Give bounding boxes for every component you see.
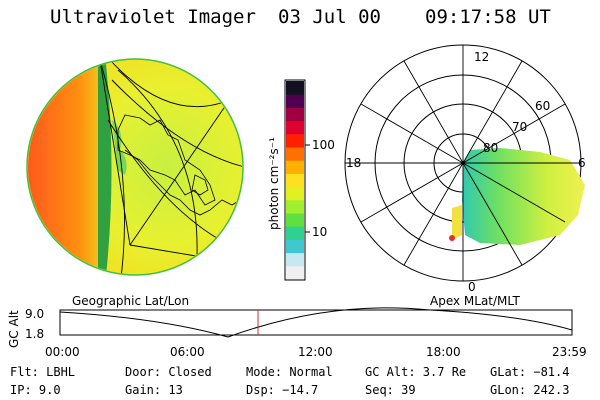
colorbar-cell [286,186,304,201]
left-title: Geographic Lat/Lon [72,294,189,308]
info-ip: IP: 9.0 [10,383,61,397]
info-glat: GLat: −81.4 [490,365,569,379]
mlt-label-6: 6 [578,156,586,170]
colorbar-tick-100: 100 [312,138,335,152]
xtick-1200: 12:00 [298,345,333,359]
info-gain: Gain: 13 [125,383,183,397]
colorbar-cell [286,173,304,188]
mlt-label-12: 12 [474,50,489,64]
info-glon: GLon: 242.3 [490,383,569,397]
app-title: Ultraviolet Imager [50,6,256,28]
colorbar-cell [286,147,304,161]
colorbar-cell [286,213,304,227]
timeline-ymax: 9.0 [25,307,44,321]
auroral-oval [462,148,585,245]
info-gcalt: GC Alt: 3.7 Re [365,365,466,379]
altitude-timeline: Geographic Lat/Lon Apex MLat/MLT GC Alt … [7,294,587,359]
info-door: Door: Closed [125,365,212,379]
info-panel: Flt: LBHL IP: 9.0 Door: Closed Gain: 13 … [10,365,569,397]
lat-label-70: 70 [512,120,527,134]
colorbar-cell [286,239,304,254]
colorbar-label: photon cm⁻²s⁻¹ [267,137,281,230]
colorbar-cell [286,252,304,267]
colorbar-cell [286,160,304,174]
observation-time: 09:17:58 UT [425,6,551,28]
info-dsp: Dsp: −14.7 [246,383,318,397]
colorbar-cell [286,81,304,95]
colorbar-cell [286,226,304,240]
lat-label-80: 80 [483,141,498,155]
info-seq: Seq: 39 [365,383,416,397]
colorbar-cell [286,265,304,280]
colorbar-tick-10: 10 [312,225,327,239]
geographic-globe [26,58,244,276]
colorbar-cell [286,199,304,214]
mlt-label-18: 18 [346,156,361,170]
observation-date: 03 Jul 00 [278,6,381,28]
info-flt: Flt: LBHL [10,365,75,379]
right-title: Apex MLat/MLT [430,294,520,308]
info-mode: Mode: Normal [246,365,333,379]
coastline-outlines [117,114,241,216]
xtick-0000: 00:00 [45,345,80,359]
colorbar-cell [286,133,304,148]
timeline-ymin: 1.8 [25,327,44,341]
colorbar-cell [286,120,304,135]
mlt-label-0: 0 [468,280,476,294]
colorbar-cell [286,107,304,122]
polar-plot: 12 18 6 0 60 70 80 [344,44,586,294]
colorbar-cell [286,94,304,108]
timeline-ylabel: GC Alt [7,310,21,348]
xtick-2359: 23:59 [552,345,587,359]
colorbar: 100 10 photon cm⁻²s⁻¹ [267,79,335,281]
xtick-1800: 18:00 [426,345,461,359]
xtick-0600: 06:00 [170,345,205,359]
lat-label-60: 60 [535,99,550,113]
